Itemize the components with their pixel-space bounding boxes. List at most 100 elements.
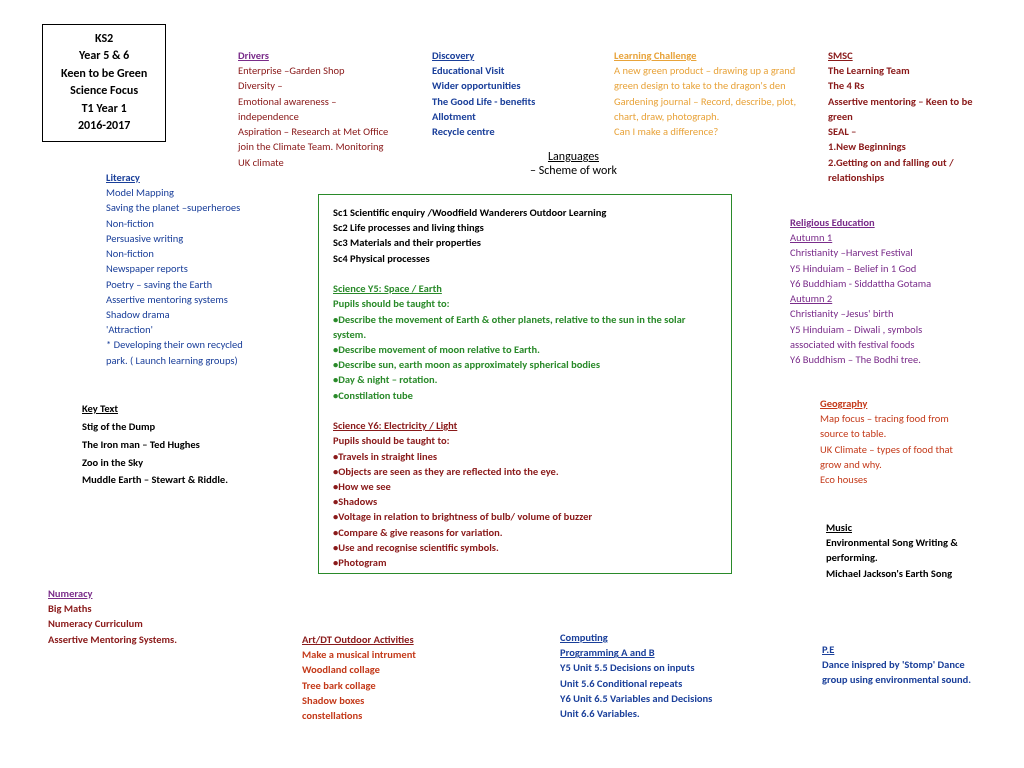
geo-l5: Eco houses — [820, 472, 990, 487]
literacy-l5: Non-fiction — [106, 246, 276, 261]
computing: Computing Programming A and B Y5 Unit 5.… — [560, 630, 750, 721]
re-a1: Autumn 1 — [790, 230, 970, 245]
y6f: •Voltage in relation to brightness of bu… — [333, 509, 717, 524]
comp-l1: Y5 Unit 5.5 Decisions on inputs — [560, 660, 750, 675]
re-a2: Autumn 2 — [790, 291, 970, 306]
y6title: Science Y6: Electricity / Light — [333, 418, 717, 433]
re-l5: Y5 Hinduiam – Diwali , symbols — [790, 322, 970, 337]
discovery-title: Discovery — [432, 48, 592, 63]
y6d: •How we see — [333, 479, 717, 494]
drivers-l5: Aspiration – Research at Met Office — [238, 124, 418, 139]
literacy-l12: park. ( Launch learning groups) — [106, 353, 276, 368]
languages-sub: – Scheme of work — [530, 164, 617, 178]
y6h: •Use and recognise scientific symbols. — [333, 540, 717, 555]
drivers-l6: join the Climate Team. Monitoring — [238, 139, 418, 154]
header-l3: Keen to be Green — [61, 66, 147, 83]
numeracy: Numeracy Big Maths Numeracy Curriculum A… — [48, 586, 228, 647]
geo-l4: grow and why. — [820, 457, 990, 472]
literacy-l6: Newspaper reports — [106, 261, 276, 276]
geo-l1: Map focus – tracing food from — [820, 411, 990, 426]
literacy-l10: 'Attraction' — [106, 322, 276, 337]
numeracy-title: Numeracy — [48, 586, 228, 601]
art-l3: Tree bark collage — [302, 678, 482, 693]
literacy-l11: * Developing their own recycled — [106, 337, 276, 352]
smsc-l7: 2.Getting on and falling out / — [828, 155, 998, 170]
art: Art/DT Outdoor Activities Make a musical… — [302, 632, 482, 723]
discovery-l4: Allotment — [432, 109, 592, 124]
smsc-l4: green — [828, 109, 998, 124]
science-box: Sc1 Scientific enquiry /Woodfield Wander… — [318, 194, 732, 574]
re-l3: Y6 Buddhiam - Siddattha Gotama — [790, 276, 970, 291]
header-l5: T1 Year 1 — [61, 101, 147, 118]
smsc-l6: 1.New Beginnings — [828, 139, 998, 154]
art-title: Art/DT Outdoor Activities — [302, 632, 482, 647]
geography: Geography Map focus – tracing food from … — [820, 396, 990, 487]
sc1: Sc1 Scientific enquiry /Woodfield Wander… — [333, 205, 717, 220]
learning-challenge: Learning Challenge A new green product –… — [614, 48, 814, 139]
header-l4: Science Focus — [61, 83, 147, 100]
literacy-l7: Poetry – saving the Earth — [106, 277, 276, 292]
literacy-l3: Non-fiction — [106, 216, 276, 231]
comp-l4: Unit 6.6 Variables. — [560, 706, 750, 721]
literacy-l1: Model Mapping — [106, 185, 276, 200]
comp-title: Computing — [560, 630, 750, 645]
y5c: system. — [333, 327, 717, 342]
keytext-l2: The Iron man – Ted Hughes — [82, 436, 272, 454]
learning-l2: green design to take to the dragon's den — [614, 78, 814, 93]
religious-education: Religious Education Autumn 1 Christianit… — [790, 215, 970, 367]
numeracy-l1: Big Maths — [48, 601, 228, 616]
geo-title: Geography — [820, 396, 990, 411]
comp-l2: Unit 5.6 Conditional repeats — [560, 676, 750, 691]
music: Music Environmental Song Writing & perfo… — [826, 520, 996, 581]
drivers-title: Drivers — [238, 48, 418, 63]
learning-l1: A new green product – drawing up a grand — [614, 63, 814, 78]
re-l7: Y6 Buddhism – The Bodhi tree. — [790, 352, 970, 367]
y6i: •Photogram — [333, 555, 717, 570]
literacy-l8: Assertive mentoring systems — [106, 292, 276, 307]
geo-l2: source to table. — [820, 426, 990, 441]
header-l1: KS2 — [61, 31, 147, 48]
sc3: Sc3 Materials and their properties — [333, 235, 717, 250]
pe-l2: group using environmental sound. — [822, 672, 1002, 687]
discovery-l3: The Good Life - benefits — [432, 94, 592, 109]
drivers-l3: Emotional awareness – — [238, 94, 418, 109]
learning-l3: Gardening journal – Record, describe, pl… — [614, 94, 814, 109]
y5d: •Describe movement of moon relative to E… — [333, 342, 717, 357]
comp-l3: Y6 Unit 6.5 Variables and Decisions — [560, 691, 750, 706]
y5b: •Describe the movement of Earth & other … — [333, 312, 717, 327]
geo-l3: UK Climate – types of food that — [820, 442, 990, 457]
y6c: •Objects are seen as they are reflected … — [333, 464, 717, 479]
re-l1: Christianity –Harvest Festival — [790, 245, 970, 260]
art-l4: Shadow boxes — [302, 693, 482, 708]
numeracy-l2: Numeracy Curriculum — [48, 616, 228, 631]
y6a: Pupils should be taught to: — [333, 433, 717, 448]
smsc: SMSC The Learning Team The 4 Rs Assertiv… — [828, 48, 998, 185]
smsc-l2: The 4 Rs — [828, 78, 998, 93]
sc2: Sc2 Life processes and living things — [333, 220, 717, 235]
smsc-l1: The Learning Team — [828, 63, 998, 78]
smsc-l3: Assertive mentoring – Keen to be — [828, 94, 998, 109]
discovery: Discovery Educational Visit Wider opport… — [432, 48, 592, 139]
y6e: •Shadows — [333, 494, 717, 509]
pe-l1: Dance inispred by 'Stomp' Dance — [822, 657, 1002, 672]
learning-title: Learning Challenge — [614, 48, 814, 63]
languages-title: Languages — [530, 150, 617, 164]
learning-l4: chart, draw, photograph. — [614, 109, 814, 124]
music-l3: Michael Jackson's Earth Song — [826, 566, 996, 581]
header-box: KS2 Year 5 & 6 Keen to be Green Science … — [42, 24, 166, 142]
smsc-title: SMSC — [828, 48, 998, 63]
re-l4: Christianity –Jesus' birth — [790, 306, 970, 321]
literacy: Literacy Model Mapping Saving the planet… — [106, 170, 276, 368]
re-l2: Y5 Hinduiam – Belief in 1 God — [790, 261, 970, 276]
keytext-l3: Zoo in the Sky — [82, 454, 272, 472]
header-l6: 2016-2017 — [61, 118, 147, 135]
y5g: •Constilation tube — [333, 388, 717, 403]
sc4: Sc4 Physical processes — [333, 251, 717, 266]
art-l1: Make a musical intrument — [302, 647, 482, 662]
re-l6: associated with festival foods — [790, 337, 970, 352]
languages: Languages – Scheme of work — [530, 150, 617, 178]
literacy-title: Literacy — [106, 170, 276, 185]
pe-title: P.E — [822, 642, 1002, 657]
keytext-l1: Stig of the Dump — [82, 418, 272, 436]
y5f: •Day & night – rotation. — [333, 372, 717, 387]
